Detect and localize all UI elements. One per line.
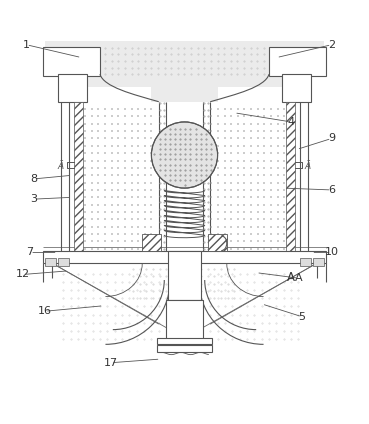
Text: 7: 7 [27,248,34,257]
Text: 3: 3 [30,194,37,204]
Bar [142,234,161,251]
Bar [58,258,69,266]
Text: $\bar{A}$: $\bar{A}$ [304,159,312,172]
Bar [157,338,212,344]
Bar [43,251,326,263]
Text: $\bar{A}$: $\bar{A}$ [57,159,65,172]
Text: A: A [295,273,302,283]
Text: 1: 1 [23,40,30,50]
Text: A: A [287,271,295,284]
Text: 9: 9 [328,134,335,143]
Text: 2: 2 [328,40,335,50]
Bar [43,47,100,76]
Text: 17: 17 [104,358,118,368]
Bar [168,251,201,300]
Text: 8: 8 [30,174,37,184]
Bar [159,102,210,251]
Bar [166,300,203,343]
Circle shape [151,122,218,188]
Bar [282,74,311,102]
Bar [208,234,227,251]
Text: 4: 4 [287,117,295,127]
Bar [58,74,87,102]
Bar [269,47,326,76]
Polygon shape [45,41,324,102]
Text: 12: 12 [16,270,30,279]
Text: 16: 16 [38,306,52,316]
Bar [74,102,83,251]
Bar [286,102,295,251]
Bar [313,258,324,266]
Text: 10: 10 [325,248,338,257]
Bar [157,345,212,351]
Text: 6: 6 [328,185,335,195]
Bar [300,258,311,266]
Bar [45,258,56,266]
Text: 5: 5 [299,312,306,322]
